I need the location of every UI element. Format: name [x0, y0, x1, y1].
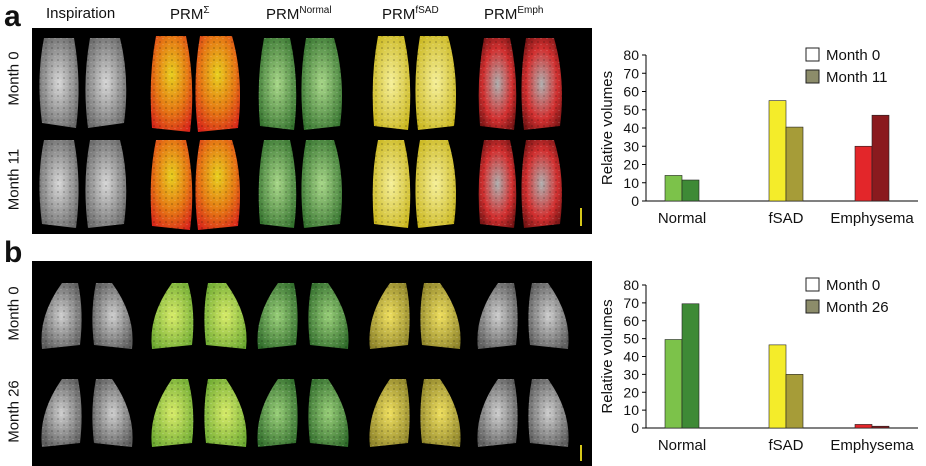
- lung-image-grid-b: [32, 261, 592, 466]
- y-tick-label: 50: [623, 102, 639, 118]
- x-tick-label: Emphysema: [830, 210, 914, 227]
- x-tick-label: fSAD: [768, 210, 803, 227]
- bar-fsad-month-0: [768, 344, 787, 429]
- x-tick-label: Normal: [658, 437, 706, 454]
- y-tick-label: 60: [623, 84, 639, 100]
- column-header-prm-emph: PRMEmph: [484, 5, 543, 23]
- bar-emphysema-month-0: [854, 424, 873, 429]
- bar-normal-month-0: [664, 175, 683, 202]
- bar-emphysema-month-26: [871, 425, 890, 429]
- y-tick-label: 70: [623, 65, 639, 81]
- x-tick-label: Normal: [658, 210, 706, 227]
- row-label-b-month0: Month 0: [5, 286, 23, 341]
- x-tick-label: fSAD: [768, 437, 803, 454]
- column-header-text: PRM: [382, 6, 416, 23]
- legend-label: Month 0: [826, 277, 880, 294]
- lung-pair-b-r1-prm-sigma: [151, 283, 247, 349]
- column-header-prm-sigma: PRMΣ: [170, 5, 210, 23]
- bar-fsad-month-26: [785, 374, 804, 429]
- lung-pair-b-r1-prm-emph: [477, 283, 569, 349]
- column-header-text: PRM: [484, 6, 518, 23]
- column-header-superscript: Emph: [517, 5, 544, 16]
- legend-swatch: [805, 299, 820, 314]
- y-tick-label: 0: [631, 420, 639, 436]
- legend-swatch: [805, 277, 820, 292]
- column-header-superscript: Σ: [203, 5, 210, 16]
- column-header-text: PRM: [266, 6, 300, 23]
- column-header-superscript: fSAD: [415, 5, 439, 16]
- scale-bar: [580, 445, 582, 461]
- lung-pair-b-r2-prm-fsad: [369, 379, 461, 447]
- lung-pair-a-r2-prm-sigma: [150, 140, 240, 230]
- legend-swatch: [805, 69, 820, 84]
- y-tick-label: 10: [623, 175, 639, 191]
- lung-pair-a-r1-prm-emph: [478, 38, 562, 130]
- row-label-a-month0: Month 0: [5, 51, 23, 106]
- lung-pair-a-r1-prm-fsad: [372, 36, 456, 130]
- lung-pair-b-r2-prm-sigma: [151, 379, 247, 447]
- y-tick-label: 40: [623, 349, 639, 365]
- bar-emphysema-month-11: [871, 114, 890, 202]
- bar-normal-month-0: [664, 339, 683, 429]
- column-header-text: Inspiration: [46, 5, 116, 22]
- y-tick-label: 10: [623, 402, 639, 418]
- lung-image-grid-a: [32, 28, 592, 234]
- y-tick-label: 80: [623, 277, 639, 293]
- y-tick-label: 40: [623, 120, 639, 136]
- lung-pair-b-r1-prm-normal: [257, 283, 349, 349]
- lung-pair-a-r1-prm-normal: [258, 38, 342, 130]
- lung-pair-a-r2-prm-fsad: [372, 140, 456, 228]
- y-tick-label: 70: [623, 295, 639, 311]
- lung-pair-a-r2-prm-emph: [478, 140, 562, 228]
- bar-chart-a: 0 10 20 30 40 50 60 70 80 Relative volumes Normal f…: [600, 47, 918, 227]
- y-tick-label: 30: [623, 138, 639, 154]
- column-header-prm-normal: PRMNormal: [266, 5, 332, 23]
- lung-pair-b-r2-prm-normal: [257, 379, 349, 447]
- y-tick-label: 0: [631, 193, 639, 209]
- panel-letter-a: a: [4, 0, 21, 33]
- y-tick-label: 60: [623, 313, 639, 329]
- row-label-a-month11: Month 11: [5, 148, 23, 211]
- lung-pair-b-r2-prm-emph: [477, 379, 569, 447]
- legend-swatch: [805, 47, 820, 62]
- legend-label: Month 11: [826, 69, 887, 86]
- bar-normal-month-26: [681, 303, 700, 429]
- column-header-prm-fsad: PRMfSAD: [382, 5, 439, 23]
- y-tick-label: 80: [623, 47, 639, 63]
- bar-normal-month-11: [681, 179, 700, 202]
- y-tick-label: 30: [623, 366, 639, 382]
- bar-emphysema-month-0: [854, 145, 873, 202]
- column-header-text: PRM: [170, 6, 204, 23]
- column-header-superscript: Normal: [299, 5, 332, 16]
- lung-pair-a-r2-inspiration: [39, 140, 127, 228]
- column-header-inspiration: Inspiration: [46, 5, 115, 22]
- y-axis-label: Relative volumes: [600, 71, 616, 185]
- panel-letter-b: b: [4, 236, 23, 269]
- legend-label: Month 26: [826, 299, 889, 316]
- lung-pair-b-r1-inspiration: [41, 283, 133, 349]
- lung-pair-b-r2-inspiration: [41, 379, 133, 447]
- lung-pair-a-r2-prm-normal: [258, 140, 342, 228]
- lung-pair-a-r1-inspiration: [39, 38, 127, 128]
- lung-pair-b-r1-prm-fsad: [369, 283, 461, 349]
- y-tick-label: 20: [623, 384, 639, 400]
- bar-fsad-month-11: [785, 126, 804, 202]
- y-tick-label: 50: [623, 331, 639, 347]
- lung-pair-a-r1-prm-sigma: [150, 36, 240, 132]
- x-tick-label: Emphysema: [830, 437, 914, 454]
- y-tick-label: 20: [623, 157, 639, 173]
- row-label-b-month26: Month 26: [5, 380, 23, 443]
- bar-fsad-month-0: [768, 100, 787, 202]
- scale-bar: [580, 208, 582, 226]
- y-axis-label: Relative volumes: [600, 299, 616, 413]
- legend-label: Month 0: [826, 47, 880, 64]
